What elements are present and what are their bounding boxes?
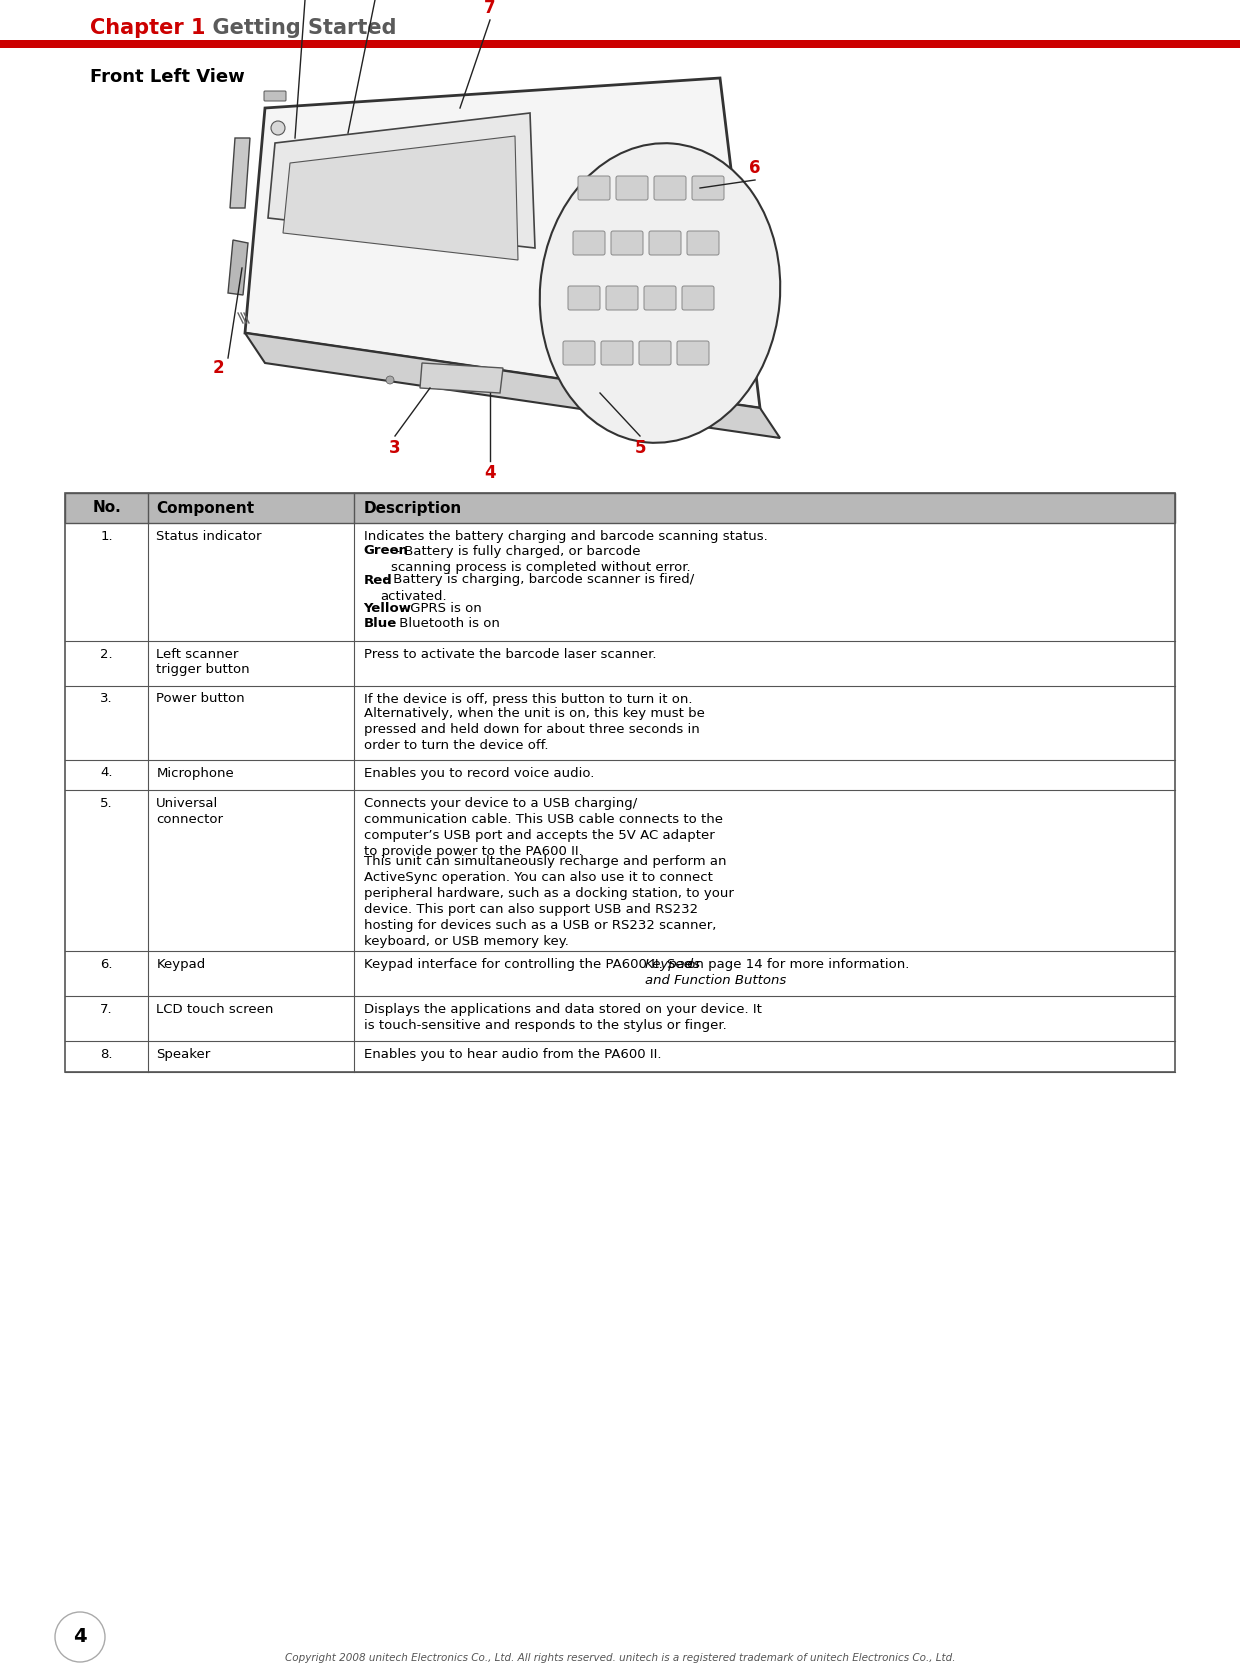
FancyBboxPatch shape — [649, 231, 681, 255]
Text: Press to activate the barcode laser scanner.: Press to activate the barcode laser scan… — [363, 648, 656, 660]
Text: 6.: 6. — [100, 958, 113, 971]
Text: Connects your device to a USB charging/
communication cable. This USB cable conn: Connects your device to a USB charging/ … — [363, 797, 723, 858]
Polygon shape — [246, 79, 760, 409]
Polygon shape — [229, 137, 250, 208]
Text: Indicates the battery charging and barcode scanning status.: Indicates the battery charging and barco… — [363, 529, 768, 543]
Bar — [64, 791, 1176, 951]
Bar — [64, 951, 1176, 997]
FancyBboxPatch shape — [264, 90, 286, 100]
Text: 4: 4 — [484, 464, 496, 482]
Ellipse shape — [539, 142, 780, 442]
Circle shape — [272, 121, 285, 136]
FancyBboxPatch shape — [578, 176, 610, 199]
FancyBboxPatch shape — [563, 342, 595, 365]
Bar — [64, 492, 1176, 1072]
Text: Front Left View: Front Left View — [91, 69, 244, 85]
Text: Power button: Power button — [156, 692, 244, 705]
Text: 7.: 7. — [100, 1003, 113, 1017]
Bar — [64, 523, 1176, 640]
Bar — [64, 759, 1176, 791]
Text: Keypad interface for controlling the PA600 II. See: Keypad interface for controlling the PA6… — [363, 958, 696, 971]
Bar — [64, 685, 1176, 759]
FancyBboxPatch shape — [692, 176, 724, 199]
Bar — [64, 1040, 1176, 1072]
Text: LCD touch screen: LCD touch screen — [156, 1003, 274, 1017]
Text: 4: 4 — [73, 1628, 87, 1647]
FancyBboxPatch shape — [611, 231, 644, 255]
Text: 3: 3 — [389, 439, 401, 457]
Text: 3.: 3. — [100, 692, 113, 705]
Text: 5: 5 — [634, 439, 646, 457]
FancyBboxPatch shape — [677, 342, 709, 365]
Text: 2: 2 — [212, 358, 223, 377]
FancyBboxPatch shape — [568, 286, 600, 310]
Text: Speaker: Speaker — [156, 1049, 211, 1060]
Text: - Bluetooth is on: - Bluetooth is on — [386, 616, 500, 630]
Bar — [64, 997, 1176, 1040]
Circle shape — [386, 375, 394, 384]
Text: If the device is off, press this button to turn it on.: If the device is off, press this button … — [363, 692, 692, 705]
Text: Copyright 2008 unitech Electronics Co., Ltd. All rights reserved. unitech is a r: Copyright 2008 unitech Electronics Co., … — [285, 1653, 955, 1663]
Text: 4.: 4. — [100, 767, 113, 779]
Text: 7: 7 — [484, 0, 496, 17]
Bar — [64, 640, 1176, 685]
Text: Keypad: Keypad — [156, 958, 206, 971]
Polygon shape — [420, 363, 503, 394]
Text: Universal
connector: Universal connector — [156, 797, 223, 826]
Polygon shape — [246, 333, 780, 437]
Bar — [64, 492, 1176, 523]
Text: Red: Red — [363, 573, 392, 586]
Text: Blue: Blue — [363, 616, 397, 630]
Text: Getting Started: Getting Started — [198, 18, 397, 39]
Polygon shape — [268, 112, 534, 248]
FancyBboxPatch shape — [639, 342, 671, 365]
Text: 5.: 5. — [100, 797, 113, 811]
FancyBboxPatch shape — [606, 286, 639, 310]
Text: Displays the applications and data stored on your device. It
is touch-sensitive : Displays the applications and data store… — [363, 1003, 761, 1032]
Polygon shape — [228, 240, 248, 295]
Text: - Battery is charging, barcode scanner is fired/
activated.: - Battery is charging, barcode scanner i… — [381, 573, 694, 603]
Text: Description: Description — [363, 501, 461, 516]
Text: Left scanner
trigger button: Left scanner trigger button — [156, 648, 250, 677]
Text: Status indicator: Status indicator — [156, 529, 262, 543]
FancyBboxPatch shape — [653, 176, 686, 199]
Text: Yellow: Yellow — [363, 603, 412, 615]
Text: Enables you to record voice audio.: Enables you to record voice audio. — [363, 767, 594, 779]
FancyBboxPatch shape — [687, 231, 719, 255]
Polygon shape — [283, 136, 518, 260]
FancyBboxPatch shape — [682, 286, 714, 310]
Text: Alternatively, when the unit is on, this key must be
pressed and held down for a: Alternatively, when the unit is on, this… — [363, 707, 704, 752]
Text: This unit can simultaneously recharge and perform an
ActiveSync operation. You c: This unit can simultaneously recharge an… — [363, 854, 734, 948]
Text: - GPRS is on: - GPRS is on — [397, 603, 481, 615]
FancyBboxPatch shape — [644, 286, 676, 310]
Text: Component: Component — [156, 501, 254, 516]
Text: Green: Green — [363, 544, 408, 558]
Text: 2.: 2. — [100, 648, 113, 660]
Text: Keypads
and Function Buttons: Keypads and Function Buttons — [645, 958, 786, 987]
Text: - Battery is fully charged, or barcode
scanning process is completed without err: - Battery is fully charged, or barcode s… — [391, 544, 691, 573]
Text: 8.: 8. — [100, 1049, 113, 1060]
Circle shape — [55, 1611, 105, 1662]
FancyBboxPatch shape — [601, 342, 632, 365]
FancyBboxPatch shape — [573, 231, 605, 255]
Text: 6: 6 — [749, 159, 761, 178]
Text: 1.: 1. — [100, 529, 113, 543]
Text: No.: No. — [92, 501, 122, 516]
Text: Microphone: Microphone — [156, 767, 234, 779]
FancyBboxPatch shape — [616, 176, 649, 199]
Text: Enables you to hear audio from the PA600 II.: Enables you to hear audio from the PA600… — [363, 1049, 661, 1060]
Text: Chapter 1: Chapter 1 — [91, 18, 206, 39]
Bar — [0, 40, 1240, 49]
Text: on page 14 for more information.: on page 14 for more information. — [683, 958, 910, 971]
